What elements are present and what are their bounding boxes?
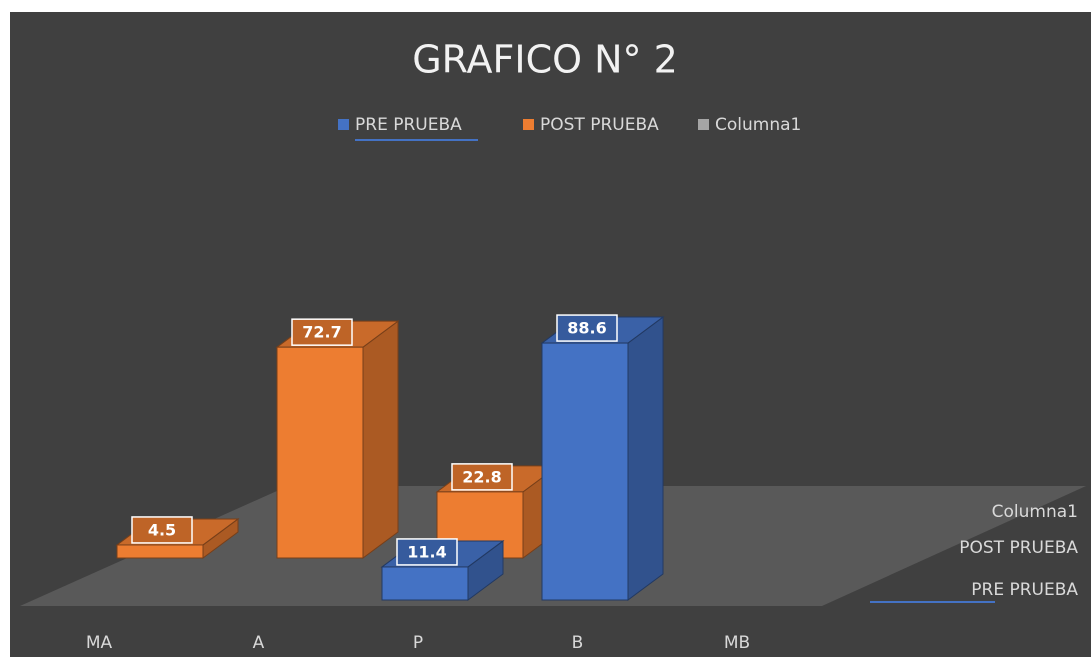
bar <box>116 544 204 559</box>
x-tick-label: P <box>413 633 423 653</box>
x-tick-label: MA <box>86 633 113 653</box>
data-label-box <box>451 463 513 491</box>
data-label: 4.5 <box>148 520 176 539</box>
bar <box>541 342 629 601</box>
data-label: 72.7 <box>302 323 341 342</box>
bar <box>381 566 469 601</box>
data-label-box <box>556 314 618 342</box>
legend-swatch <box>338 119 349 130</box>
depth-label: POST PRUEBA <box>959 538 1078 558</box>
depth-label: PRE PRUEBA <box>971 580 1078 600</box>
data-label: 11.4 <box>407 542 446 561</box>
bar <box>276 346 364 559</box>
x-tick-label: B <box>572 633 584 653</box>
x-tick-label: MB <box>724 633 750 653</box>
bar-side <box>627 316 664 601</box>
legend-swatch <box>523 119 534 130</box>
data-label: 88.6 <box>567 319 606 338</box>
chart-title: GRAFICO N° 2 <box>412 38 678 82</box>
plot: 4.5 72.7 22.8 11.4 88.6 <box>115 314 665 601</box>
legend-label: Columna1 <box>715 115 801 135</box>
legend-label: POST PRUEBA <box>540 115 659 135</box>
legend: PRE PRUEBA POST PRUEBA Columna1 <box>338 115 801 141</box>
data-label-box <box>131 516 193 544</box>
data-label-box <box>291 318 353 346</box>
depth-label: Columna1 <box>992 502 1078 522</box>
data-label: 22.8 <box>462 467 501 486</box>
legend-swatch <box>698 119 709 130</box>
legend-label: PRE PRUEBA <box>355 115 462 135</box>
bar-side <box>362 320 399 559</box>
x-tick-label: A <box>253 633 265 653</box>
data-label-box <box>396 538 458 566</box>
